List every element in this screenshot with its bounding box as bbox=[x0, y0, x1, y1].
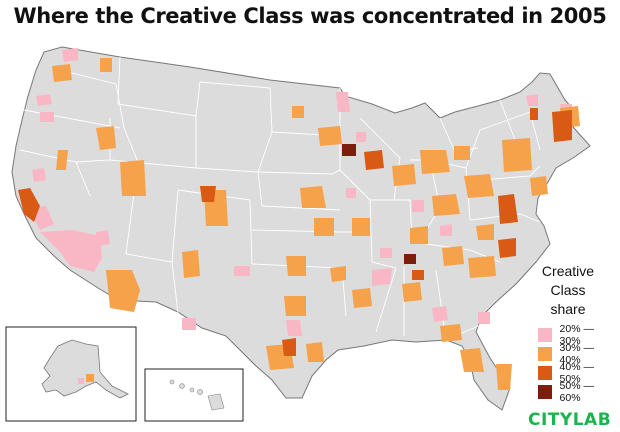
metros-20-30 bbox=[28, 48, 572, 336]
legend-item-label: 40% — 50% bbox=[559, 360, 594, 385]
metros-30-40 bbox=[52, 58, 580, 390]
legend-item-label: 20% — 30% bbox=[559, 322, 594, 347]
metros-40-50 bbox=[18, 108, 572, 356]
legend-swatch bbox=[538, 384, 552, 399]
legend: Creative Class share 20% — 30% 30% — 40%… bbox=[520, 262, 616, 404]
legend-swatch bbox=[538, 327, 552, 342]
legend-title-line: Creative bbox=[541, 263, 595, 279]
legend-item-label: 30% — 40% bbox=[559, 341, 594, 366]
hawaii-islands bbox=[169, 379, 225, 411]
legend-title-line: share bbox=[550, 301, 586, 317]
legend-swatch bbox=[538, 346, 552, 361]
legend-item-label: 50% — 60% bbox=[559, 379, 594, 404]
legend-title-line: Class bbox=[550, 282, 586, 298]
citylab-logo: CITYLAB bbox=[528, 410, 612, 430]
map-title: Where the Creative Class was concentrate… bbox=[13, 4, 607, 28]
hawaii-inset-frame bbox=[144, 368, 244, 422]
legend-swatch bbox=[538, 365, 552, 380]
alaska-shape bbox=[41, 339, 129, 399]
legend-item: 20% — 30% bbox=[538, 322, 616, 347]
legend-item: 40% — 50% bbox=[538, 360, 616, 385]
legend-item: 50% — 60% bbox=[538, 379, 616, 404]
metros-50-60 bbox=[342, 144, 416, 264]
legend-item: 30% — 40% bbox=[538, 341, 616, 366]
